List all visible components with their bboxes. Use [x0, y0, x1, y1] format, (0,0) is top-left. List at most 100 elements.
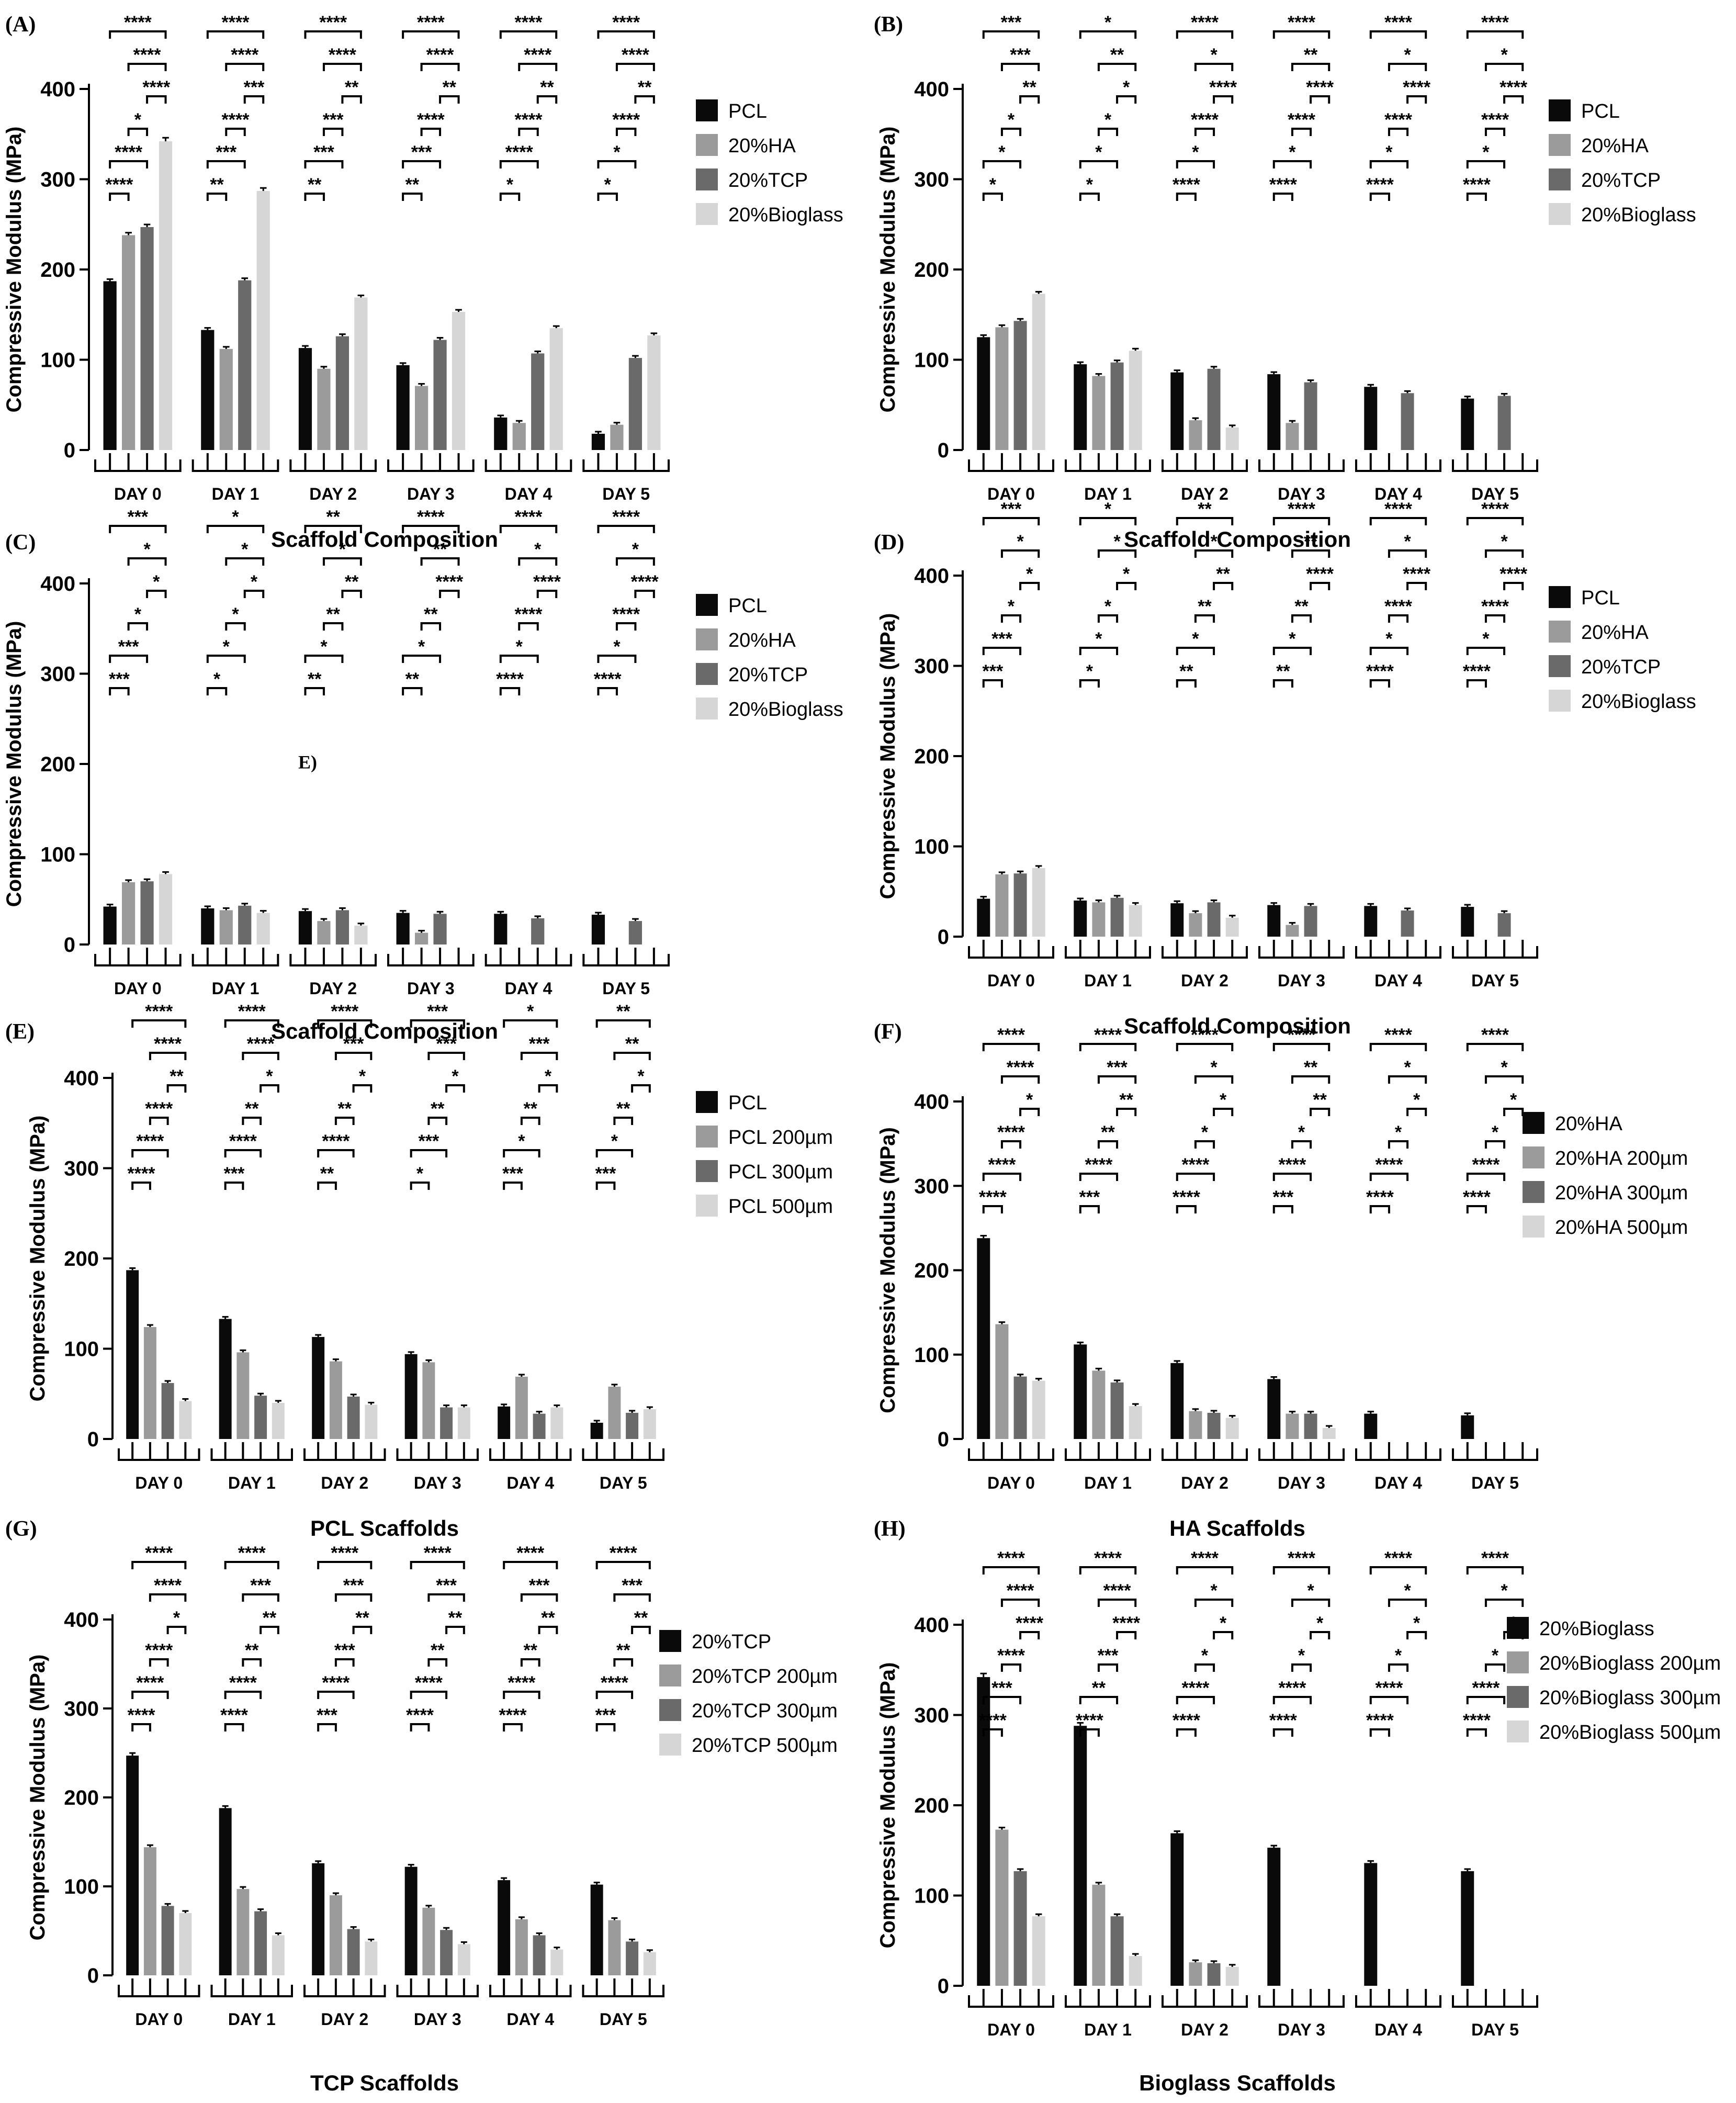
category-bracket	[968, 1995, 1054, 2008]
y-tick-label: 400	[914, 565, 949, 588]
significance-bracket	[1176, 1696, 1215, 1704]
y-tick-label: 100	[914, 1344, 949, 1367]
significance-label: ***	[427, 1002, 448, 1021]
bar-pcl	[1364, 387, 1378, 450]
significance-label: **	[326, 604, 340, 624]
category-label: DAY 2	[1181, 971, 1228, 990]
category-bracket	[210, 1985, 293, 1997]
significance-label: ****	[1094, 1025, 1122, 1045]
significance-bracket	[410, 1019, 465, 1028]
significance-bracket	[410, 1691, 448, 1699]
significance-label: *	[223, 637, 230, 657]
significance-label: ****	[1016, 1613, 1044, 1633]
significance-bracket	[1000, 1663, 1022, 1672]
bar-20-tcp-300-m	[533, 1935, 546, 1975]
bar-20-tcp	[238, 280, 252, 450]
legend-label: PCL 500µm	[728, 1196, 833, 1218]
significance-label: **	[345, 572, 359, 592]
significance-label: ****	[322, 1673, 350, 1693]
significance-bracket	[127, 557, 167, 566]
significance-bracket	[1484, 1075, 1524, 1084]
significance-label: *	[506, 175, 514, 195]
significance-label: ****	[1366, 175, 1394, 195]
significance-bracket	[1116, 1631, 1137, 1639]
significance-bracket	[242, 1052, 279, 1060]
bar-20-tcp	[1013, 321, 1027, 450]
y-tick-label: 300	[40, 168, 75, 192]
significance-bracket	[1466, 193, 1487, 201]
significance-label: ***	[1010, 45, 1031, 65]
significance-label: *	[1501, 45, 1508, 65]
significance-label: ****	[128, 1164, 156, 1184]
panel-letter: (G)	[5, 1517, 37, 1541]
legend-swatch	[1523, 1181, 1545, 1203]
significance-bracket	[1079, 517, 1137, 525]
bar-pcl-500-m	[365, 1404, 378, 1439]
significance-label: ****	[1278, 1678, 1306, 1698]
significance-label: ****	[247, 1034, 275, 1054]
significance-label: *	[153, 572, 160, 592]
significance-bracket	[1019, 582, 1040, 590]
significance-bracket	[1176, 679, 1197, 688]
significance-bracket	[1213, 95, 1234, 104]
legend-label: 20%HA 300µm	[1555, 1182, 1688, 1204]
significance-bracket	[1291, 1599, 1331, 1607]
bar-20-tcp-300-m	[440, 1930, 453, 1975]
category-bracket	[489, 1985, 572, 1997]
significance-label: ****	[622, 45, 650, 65]
significance-label: ****	[997, 1646, 1025, 1666]
legend-label: 20%Bioglass 200µm	[1539, 1652, 1721, 1674]
chart-panel-4: (D) 0 100 200 300 400 Compressive Modulus (MPa…	[874, 499, 1696, 1038]
significance-label: *	[1220, 1613, 1227, 1633]
significance-bracket	[420, 128, 442, 136]
bar-20-ha	[317, 368, 331, 450]
category-label: DAY 3	[407, 979, 455, 998]
bar-20-ha	[512, 423, 526, 450]
significance-label: *	[1501, 1581, 1508, 1601]
bar-20-tcp-200-m	[608, 1920, 621, 1975]
category-bracket	[118, 1448, 200, 1461]
bar-pcl	[298, 348, 312, 450]
significance-bracket	[1466, 517, 1524, 525]
bar-20-ha-200-m	[995, 1324, 1009, 1439]
x-axis-title: Scaffold Composition	[1124, 527, 1351, 552]
significance-label: ****	[154, 1034, 182, 1054]
significance-bracket	[131, 1149, 169, 1157]
significance-bracket	[206, 655, 246, 663]
y-tick-label: 0	[938, 1428, 949, 1451]
significance-label: *	[1210, 1058, 1218, 1077]
significance-bracket	[1213, 1108, 1234, 1116]
significance-bracket	[131, 1691, 169, 1699]
bar-pcl	[494, 914, 508, 944]
significance-label: ****	[1288, 110, 1316, 130]
bar-20-ha-300-m	[1013, 1376, 1027, 1439]
significance-bracket	[149, 1052, 187, 1060]
significance-label: ****	[1209, 77, 1237, 97]
significance-bracket	[225, 128, 246, 136]
category-bracket	[1065, 1995, 1151, 2008]
significance-label: **	[443, 77, 457, 97]
significance-bracket	[1019, 1108, 1040, 1116]
significance-label: **	[245, 1640, 259, 1660]
significance-bracket	[1466, 1205, 1487, 1213]
bar-20-ha	[995, 327, 1009, 450]
legend-swatch	[1523, 1146, 1545, 1168]
significance-label: *	[545, 1066, 552, 1086]
bar-20-bioglass	[354, 925, 368, 944]
significance-label: ****	[610, 1543, 638, 1563]
bar-pcl	[498, 1406, 511, 1439]
significance-label: ***	[118, 637, 139, 657]
significance-label: ***	[1107, 1058, 1128, 1077]
y-tick-label: 200	[914, 1259, 949, 1283]
legend-label: 20%TCP 500µm	[692, 1735, 838, 1757]
significance-bracket	[242, 1117, 262, 1125]
significance-bracket	[149, 1117, 169, 1125]
significance-label: **	[1101, 1122, 1115, 1142]
category-bracket	[387, 459, 475, 472]
significance-bracket	[1388, 128, 1409, 136]
significance-bracket	[1484, 614, 1506, 623]
y-tick-label: 300	[914, 1175, 949, 1198]
bar-20-ha	[1092, 376, 1106, 450]
significance-bracket	[1079, 679, 1100, 688]
significance-bracket	[982, 1728, 1003, 1737]
